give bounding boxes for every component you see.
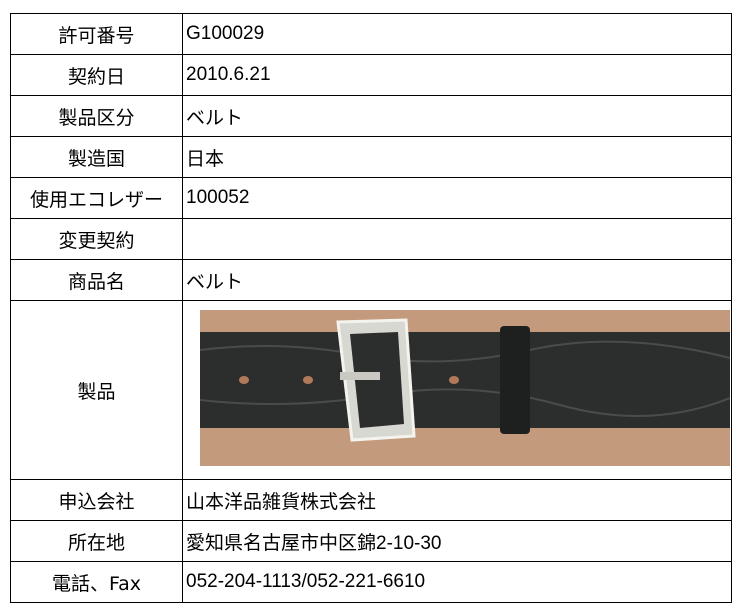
row-label: 製品 (10, 300, 183, 480)
row-label: 許可番号 (10, 13, 183, 55)
row-label: 商品名 (10, 259, 183, 301)
row-label: 使用エコレザー (10, 177, 183, 219)
row-label: 電話、Fax (10, 561, 183, 603)
table-row: 電話、Fax 052-204-1113/052-221-6610 (10, 561, 732, 603)
row-value: 052-204-1113/052-221-6610 (182, 561, 732, 603)
row-label: 製品区分 (10, 95, 183, 137)
row-label: 所在地 (10, 520, 183, 562)
license-table: 許可番号 G100029 契約日 2010.6.21 製品区分 ベルト 製造国 日本 使用エコレ… (10, 13, 732, 603)
table-row: 製品 (10, 300, 732, 480)
row-value: 山本洋品雑貨株式会社 (182, 479, 732, 521)
table-row: 商品名 ベルト (10, 259, 732, 301)
table-row: 製品区分 ベルト (10, 95, 732, 137)
row-value: ベルト (182, 259, 732, 301)
row-label: 申込会社 (10, 479, 183, 521)
row-value: 愛知県名古屋市中区錦2-10-30 (182, 520, 732, 562)
table-row: 製造国 日本 (10, 136, 732, 178)
table-row: 変更契約 (10, 218, 732, 260)
row-label: 変更契約 (10, 218, 183, 260)
row-value-empty (182, 218, 732, 260)
row-value: 100052 (182, 177, 732, 219)
product-image-cell (182, 300, 732, 480)
product-image (200, 310, 730, 466)
table-row: 契約日 2010.6.21 (10, 54, 732, 96)
table-row: 所在地 愛知県名古屋市中区錦2-10-30 (10, 520, 732, 562)
table-row: 使用エコレザー 100052 (10, 177, 732, 219)
row-value: 2010.6.21 (182, 54, 732, 96)
row-value: 日本 (182, 136, 732, 178)
row-label: 契約日 (10, 54, 183, 96)
row-label: 製造国 (10, 136, 183, 178)
table-row: 申込会社 山本洋品雑貨株式会社 (10, 479, 732, 521)
table-row: 許可番号 G100029 (10, 13, 732, 55)
row-value: G100029 (182, 13, 732, 55)
row-value: ベルト (182, 95, 732, 137)
table-body: 許可番号 G100029 契約日 2010.6.21 製品区分 ベルト 製造国 日本 使用エコレ… (10, 13, 732, 603)
